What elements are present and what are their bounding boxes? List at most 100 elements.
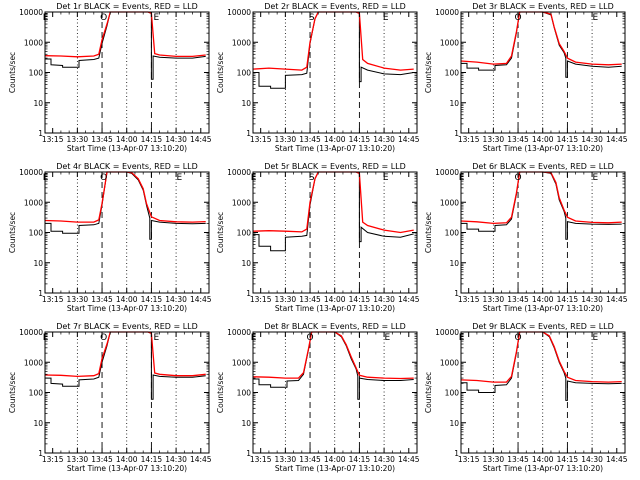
x-tick-label: 13:15 xyxy=(250,295,272,304)
y-axis-label: Counts/sec xyxy=(8,372,17,413)
x-tick-label: 14:30 xyxy=(165,295,187,304)
x-tick-label: 14:00 xyxy=(324,295,346,304)
x-tick-label: 13:30 xyxy=(67,455,89,464)
x-tick-label: 14:15 xyxy=(141,295,163,304)
x-tick-label: 14:45 xyxy=(398,455,420,464)
y-axis-label: Counts/sec xyxy=(216,372,225,413)
event-marker-label: O xyxy=(514,13,521,23)
y-tick-label: 10000 xyxy=(227,168,251,177)
event-marker-label: E xyxy=(593,333,599,343)
x-tick-label: 13:15 xyxy=(458,455,480,464)
x-tick-label: 13:30 xyxy=(275,455,297,464)
x-tick-label: 14:00 xyxy=(324,455,346,464)
lld-series-line xyxy=(460,331,622,383)
x-tick-label: 13:30 xyxy=(275,135,297,144)
x-tick-label: 14:15 xyxy=(557,455,579,464)
x-tick-label: 14:15 xyxy=(349,455,371,464)
x-tick-label: 14:15 xyxy=(557,135,579,144)
lld-series-line xyxy=(252,11,414,71)
x-tick-label: 14:00 xyxy=(532,455,554,464)
y-tick-label: 10 xyxy=(33,259,43,268)
x-tick-label: 13:45 xyxy=(507,295,529,304)
y-axis-label: Counts/sec xyxy=(8,212,17,253)
x-tick-label: 13:30 xyxy=(483,135,505,144)
x-tick-label: 14:30 xyxy=(165,135,187,144)
y-tick-label: 10000 xyxy=(19,168,43,177)
y-tick-label: 1000 xyxy=(232,38,251,47)
x-tick-label: 13:15 xyxy=(458,135,480,144)
x-tick-label: 14:45 xyxy=(398,295,420,304)
y-tick-label: 10000 xyxy=(227,328,251,337)
event-marker-label: E xyxy=(383,173,389,183)
event-marker-label: E xyxy=(385,333,391,343)
event-marker-label: E xyxy=(154,333,160,343)
panel-det-5r: Det 5r BLACK = Events, RED = LLD 1 10 100 10… xyxy=(216,162,420,313)
lld-series-line xyxy=(252,331,414,380)
x-tick-label: 14:30 xyxy=(581,295,603,304)
x-tick-label: 14:00 xyxy=(532,135,554,144)
event-marker-label: O xyxy=(514,333,521,343)
x-tick-label: 14:30 xyxy=(373,295,395,304)
event-marker-label: E xyxy=(383,13,389,23)
x-tick-label: 14:45 xyxy=(190,295,212,304)
panel-det-4r: Det 4r BLACK = Events, RED = LLD 1 10 100 10… xyxy=(8,162,212,313)
x-tick-label: 14:00 xyxy=(116,455,138,464)
panel-title: Det 9r BLACK = Events, RED = LLD xyxy=(472,322,614,331)
event-marker-label: S xyxy=(309,13,315,23)
lld-series-line xyxy=(44,11,206,58)
panel-title: Det 2r BLACK = Events, RED = LLD xyxy=(264,2,406,11)
event-marker-label: E xyxy=(459,333,465,343)
x-axis-label: Start Time (13-Apr-07 13:10:20) xyxy=(483,304,603,313)
events-series-line xyxy=(253,11,414,89)
y-tick-label: 1 xyxy=(38,449,43,458)
x-tick-label: 14:45 xyxy=(606,135,628,144)
y-tick-label: 100 xyxy=(237,69,252,78)
events-series-line xyxy=(45,331,206,400)
panel-det-9r: Det 9r BLACK = Events, RED = LLD 1 10 100 10… xyxy=(424,322,628,473)
x-tick-label: 14:45 xyxy=(190,135,212,144)
event-marker-label: O xyxy=(514,173,521,183)
event-marker-label: S xyxy=(309,173,315,183)
y-tick-label: 1 xyxy=(246,449,251,458)
event-marker-label: E xyxy=(43,333,49,343)
panel-det-6r: Det 6r BLACK = Events, RED = LLD 1 10 100 10… xyxy=(424,162,628,313)
panel-det-3r: Det 3r BLACK = Events, RED = LLD 1 10 100 10… xyxy=(424,2,628,153)
y-tick-label: 1 xyxy=(454,129,459,138)
x-tick-label: 13:30 xyxy=(67,135,89,144)
lld-series-line xyxy=(460,11,622,66)
y-axis-label: Counts/sec xyxy=(216,212,225,253)
y-axis-label: Counts/sec xyxy=(424,372,433,413)
y-tick-label: 10000 xyxy=(435,8,459,17)
panel-det-1r: Det 1r BLACK = Events, RED = LLD 1 10 100 10… xyxy=(8,2,212,153)
y-tick-label: 10 xyxy=(33,419,43,428)
y-tick-label: 10 xyxy=(449,99,459,108)
event-marker-label: E xyxy=(593,13,599,23)
y-tick-label: 1 xyxy=(454,289,459,298)
y-tick-label: 10 xyxy=(449,419,459,428)
x-tick-label: 14:00 xyxy=(116,135,138,144)
y-tick-label: 100 xyxy=(29,229,44,238)
y-tick-label: 10 xyxy=(241,419,251,428)
y-tick-label: 1 xyxy=(454,449,459,458)
x-tick-label: 13:30 xyxy=(67,295,89,304)
panel-title: Det 1r BLACK = Events, RED = LLD xyxy=(56,2,198,11)
x-axis-label: Start Time (13-Apr-07 13:10:20) xyxy=(275,304,395,313)
x-axis-label: Start Time (13-Apr-07 13:10:20) xyxy=(67,144,187,153)
event-marker-label: E xyxy=(593,173,599,183)
x-tick-label: 13:15 xyxy=(42,135,64,144)
y-tick-label: 100 xyxy=(445,229,460,238)
y-tick-label: 100 xyxy=(29,69,44,78)
event-marker-label: E xyxy=(154,13,160,23)
x-tick-label: 13:15 xyxy=(458,295,480,304)
x-axis-label: Start Time (13-Apr-07 13:10:20) xyxy=(483,464,603,473)
panel-det-7r: Det 7r BLACK = Events, RED = LLD 1 10 100 10… xyxy=(8,322,212,473)
x-tick-label: 13:15 xyxy=(250,135,272,144)
y-tick-label: 1 xyxy=(246,289,251,298)
panel-title: Det 6r BLACK = Events, RED = LLD xyxy=(472,162,614,171)
event-marker-label: O xyxy=(306,333,313,343)
x-tick-label: 14:15 xyxy=(141,455,163,464)
y-tick-label: 1000 xyxy=(24,358,43,367)
x-tick-label: 13:30 xyxy=(275,295,297,304)
y-tick-label: 100 xyxy=(237,229,252,238)
